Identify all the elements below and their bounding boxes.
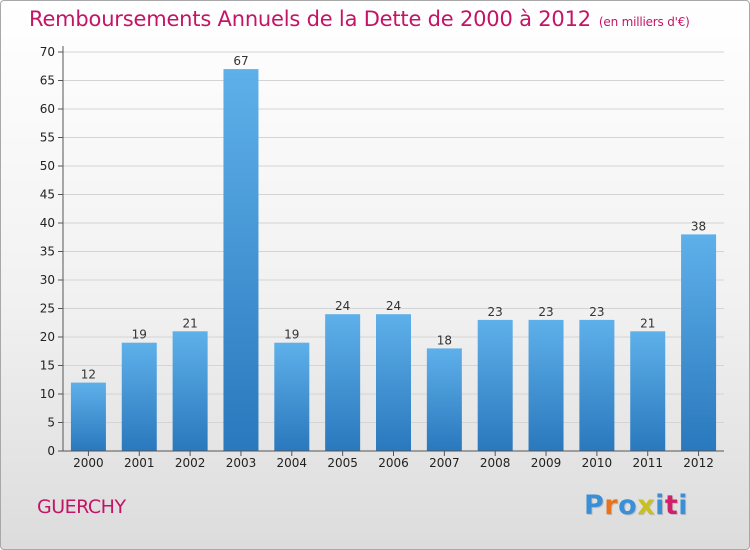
- x-tick-label: 2002: [175, 456, 206, 470]
- data-label: 21: [640, 316, 655, 330]
- data-label: 19: [284, 328, 299, 342]
- y-tick-label: 5: [47, 416, 55, 430]
- y-tick-label: 70: [40, 45, 55, 59]
- logo-letter: i: [678, 490, 689, 521]
- proxiti-logo[interactable]: Proxiti: [584, 490, 688, 521]
- bar-2010: [579, 319, 615, 451]
- bars: [70, 69, 717, 451]
- y-tick-label: 45: [40, 188, 55, 202]
- y-tick-label: 55: [40, 131, 55, 145]
- x-tick-label: 2012: [683, 456, 714, 470]
- y-tick-label: 35: [40, 245, 55, 259]
- y-tick-label: 15: [40, 359, 55, 373]
- x-tick-label: 2006: [378, 456, 409, 470]
- logo-letter: o: [618, 490, 638, 521]
- logo-letter: r: [604, 490, 619, 521]
- chart-title: Remboursements Annuels de la Dette de 20…: [29, 7, 690, 31]
- logo-letter: P: [584, 490, 605, 521]
- y-tick-label: 30: [40, 273, 55, 287]
- y-tick-label: 0: [47, 444, 55, 458]
- chart-subtitle: (en milliers d'€): [598, 15, 690, 29]
- bar-2006: [376, 314, 411, 451]
- data-label: 23: [589, 305, 604, 319]
- data-label: 23: [488, 305, 503, 319]
- labels: 0 5 10 15 20 25 30 35 40 45 50 55 60 65 70 2000 12 2001 19…: [40, 45, 714, 470]
- x-tick-label: 2009: [531, 456, 562, 470]
- x-tick-label: 2004: [277, 456, 308, 470]
- x-tick-label: 2008: [480, 456, 511, 470]
- data-label: 18: [437, 333, 452, 347]
- y-tick-label: 60: [40, 102, 55, 116]
- logo-letter: t: [664, 490, 679, 521]
- logo-letter: i: [655, 490, 665, 521]
- bar-2009: [528, 319, 564, 451]
- data-label: 21: [182, 316, 197, 330]
- x-tick-label: 2000: [73, 456, 104, 470]
- y-tick-label: 20: [40, 330, 55, 344]
- x-tick-label: 2005: [327, 456, 358, 470]
- data-label: 38: [691, 219, 706, 233]
- logo-letter: x: [637, 490, 656, 521]
- data-label: 67: [233, 54, 248, 68]
- data-label: 23: [538, 305, 553, 319]
- bar-2002: [172, 331, 208, 451]
- bar-chart: 0 5 10 15 20 25 30 35 40 45 50 55 60 65 70 2000 12 2001 19…: [40, 45, 724, 470]
- bar-2007: [426, 348, 462, 451]
- chart-title-text: Remboursements Annuels de la Dette de 20…: [29, 7, 591, 31]
- x-tick-label: 2001: [124, 456, 155, 470]
- bar-2004: [274, 342, 310, 451]
- y-tick-label: 40: [40, 216, 55, 230]
- bar-2003: [223, 69, 259, 451]
- axes: [58, 46, 724, 456]
- y-tick-label: 10: [40, 387, 55, 401]
- x-tick-label: 2003: [226, 456, 257, 470]
- y-tick-label: 25: [40, 302, 55, 316]
- bar-2012: [681, 234, 717, 451]
- bar-2008: [477, 319, 513, 451]
- data-label: 12: [81, 368, 96, 382]
- y-tick-label: 50: [40, 159, 55, 173]
- data-label: 24: [335, 299, 350, 313]
- commune-name: GUERCHY: [37, 496, 126, 518]
- bar-2005: [325, 314, 361, 451]
- data-label: 24: [386, 299, 401, 313]
- x-tick-label: 2010: [582, 456, 613, 470]
- x-tick-label: 2007: [429, 456, 460, 470]
- bar-2000: [70, 382, 106, 451]
- bar-2001: [121, 342, 157, 451]
- bar-2011: [630, 331, 666, 451]
- x-tick-label: 2011: [632, 456, 663, 470]
- data-label: 19: [132, 328, 147, 342]
- y-tick-label: 65: [40, 74, 55, 88]
